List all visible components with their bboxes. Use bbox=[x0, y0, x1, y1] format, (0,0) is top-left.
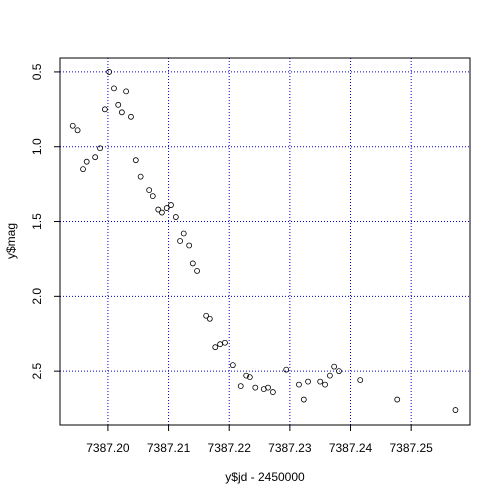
point bbox=[137, 173, 144, 180]
point bbox=[106, 69, 113, 75]
x-tick-label: 7387.23 bbox=[268, 441, 312, 455]
point bbox=[80, 166, 86, 173]
point bbox=[158, 209, 165, 216]
x-tick-label: 7387.22 bbox=[208, 441, 252, 455]
point bbox=[74, 127, 81, 134]
point bbox=[123, 88, 130, 95]
point bbox=[243, 372, 250, 379]
point bbox=[269, 389, 276, 395]
point bbox=[305, 378, 311, 385]
x-tick-label: 7387.25 bbox=[389, 441, 433, 455]
point bbox=[237, 383, 244, 390]
point bbox=[132, 157, 139, 164]
y-tick-label: 1.5 bbox=[30, 213, 44, 230]
point bbox=[336, 368, 342, 375]
point bbox=[92, 154, 99, 161]
point bbox=[229, 362, 236, 369]
point bbox=[357, 377, 364, 384]
point bbox=[206, 315, 213, 322]
x-tick-label: 7387.21 bbox=[147, 441, 191, 455]
point bbox=[203, 312, 210, 319]
point bbox=[283, 366, 290, 373]
point bbox=[394, 396, 401, 403]
y-tick-label: 2.5 bbox=[30, 362, 44, 379]
point bbox=[177, 238, 183, 244]
x-tick-label: 7387.20 bbox=[86, 441, 130, 455]
point bbox=[326, 372, 333, 379]
point bbox=[146, 187, 153, 194]
point bbox=[180, 230, 187, 237]
point bbox=[111, 85, 117, 92]
point bbox=[83, 158, 90, 165]
point bbox=[317, 378, 324, 385]
point bbox=[101, 106, 108, 113]
point bbox=[69, 122, 76, 129]
point bbox=[331, 363, 338, 370]
point bbox=[189, 260, 196, 267]
point bbox=[252, 384, 259, 391]
point bbox=[163, 205, 170, 211]
point bbox=[300, 396, 307, 403]
point bbox=[115, 101, 122, 108]
y-tick-label: 1.0 bbox=[30, 138, 44, 155]
y-tick-label: 0.5 bbox=[30, 63, 44, 80]
point bbox=[155, 206, 162, 213]
point bbox=[186, 242, 193, 249]
point bbox=[97, 145, 103, 152]
point bbox=[212, 344, 219, 351]
point bbox=[149, 193, 156, 199]
point bbox=[322, 381, 328, 388]
point bbox=[296, 381, 302, 388]
point bbox=[168, 202, 174, 208]
y-axis-label: y$mag bbox=[4, 223, 18, 259]
y-tick-label: 2.0 bbox=[30, 288, 44, 305]
point bbox=[128, 113, 134, 120]
x-tick-label: 7387.24 bbox=[329, 441, 373, 455]
point bbox=[246, 374, 253, 381]
point bbox=[222, 339, 228, 346]
point bbox=[118, 109, 125, 116]
x-axis-label: y$jd - 2450000 bbox=[225, 470, 305, 484]
point bbox=[194, 267, 200, 274]
point bbox=[265, 384, 271, 391]
plot-frame bbox=[59, 57, 471, 426]
point bbox=[217, 341, 224, 348]
point bbox=[172, 214, 179, 220]
point bbox=[452, 407, 459, 413]
